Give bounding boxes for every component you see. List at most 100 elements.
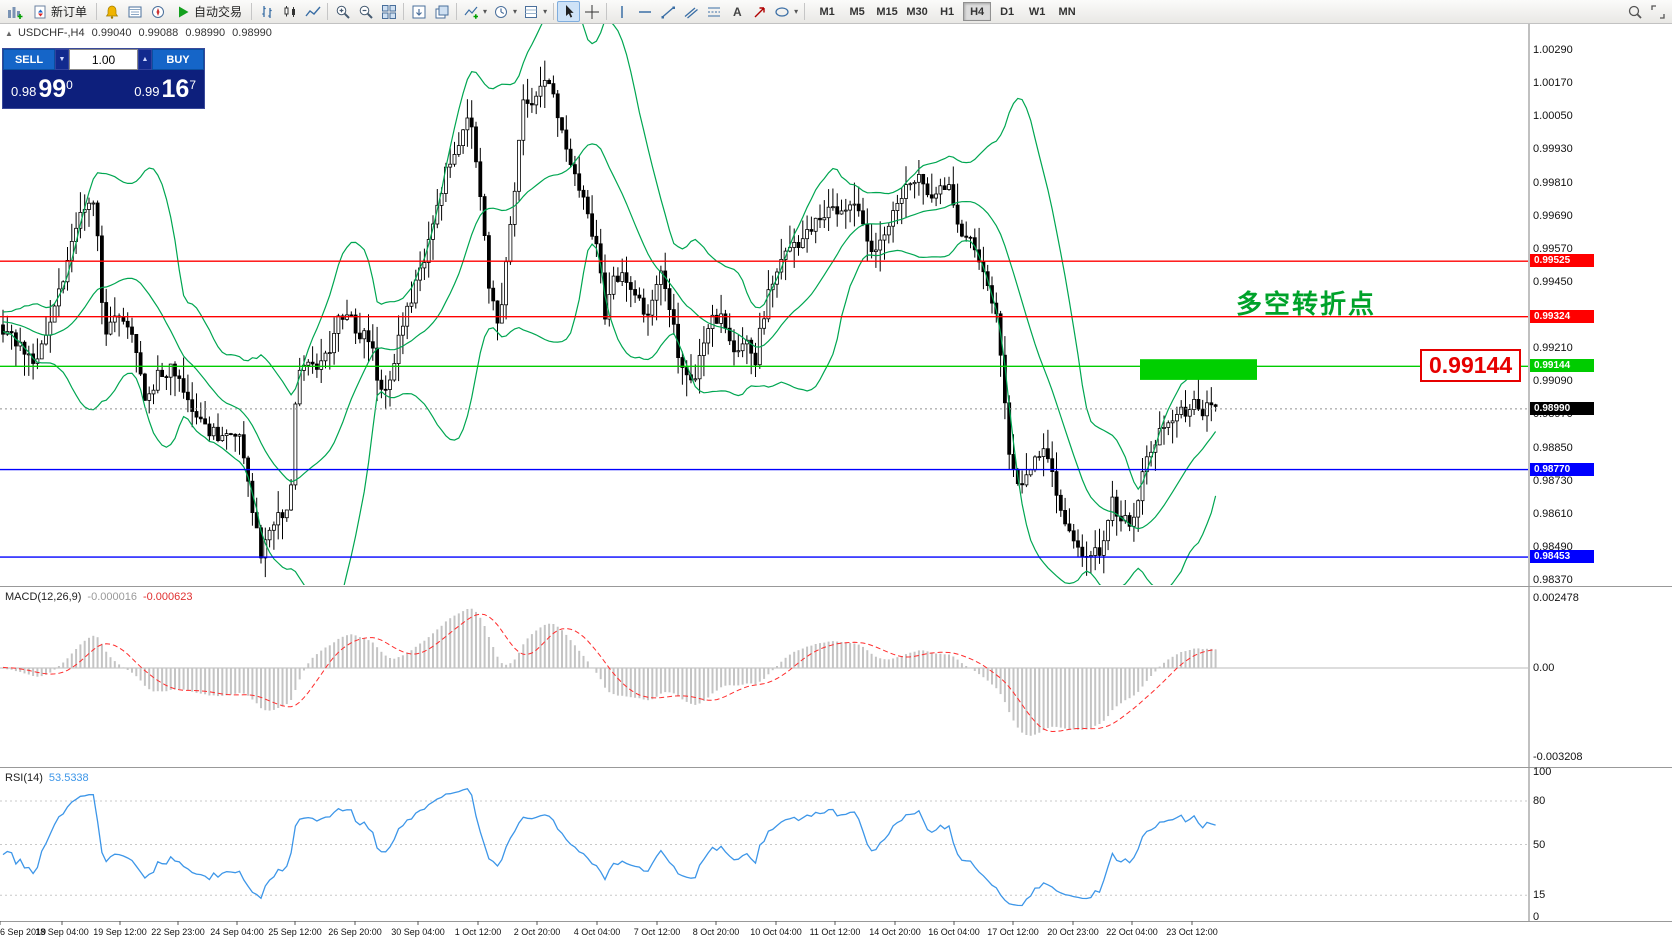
- new-order-button[interactable]: 新订单: [26, 1, 93, 22]
- timeframe-h4[interactable]: H4: [963, 2, 992, 21]
- crosshair-button[interactable]: [580, 1, 603, 22]
- trendline-icon: [661, 6, 675, 18]
- macd-main-value: -0.000016: [87, 591, 137, 603]
- fullscreen-icon: [1650, 4, 1665, 19]
- price-callout[interactable]: 0.99144: [1420, 349, 1522, 382]
- zoom-in-button[interactable]: [331, 1, 354, 22]
- search-icon: [1628, 5, 1642, 19]
- separator: [403, 3, 405, 20]
- timeframe-w1[interactable]: W1: [1028, 5, 1046, 18]
- separator: [804, 3, 806, 20]
- vline-tool-button[interactable]: [610, 1, 633, 22]
- tile-windows-button[interactable]: [377, 1, 400, 22]
- separator: [327, 3, 329, 20]
- autotrade-label: 自动交易: [194, 5, 243, 19]
- template-icon: [525, 5, 538, 18]
- ohlc-open: 0.99040: [91, 27, 132, 39]
- fibonacci-tool-button[interactable]: [702, 1, 725, 22]
- channel-icon: [684, 7, 698, 18]
- timeframe-mn[interactable]: MN: [1058, 5, 1076, 18]
- separator: [553, 3, 555, 20]
- timeframe-m30[interactable]: M30: [906, 5, 928, 18]
- chart-plus-icon: [7, 6, 22, 19]
- fullscreen-button[interactable]: [1646, 1, 1669, 22]
- rsi-label: RSI(14) 53.5338: [5, 772, 89, 784]
- alerts-button[interactable]: [100, 1, 123, 22]
- rsi-panel-layer[interactable]: [0, 788, 1528, 907]
- rsi-title: RSI(14): [5, 772, 43, 784]
- dropdown-caret: ▾: [543, 7, 548, 16]
- toolbar: 新订单 自动交易 ▾ ▾ ▾ A ▾ M1 M5: [0, 0, 1672, 24]
- hline-icon: [638, 10, 651, 13]
- arrow-tool-icon: [754, 6, 765, 17]
- dropdown-caret: ▾: [513, 7, 518, 16]
- arrange-windows-button[interactable]: [407, 1, 430, 22]
- autotrade-button[interactable]: 自动交易: [169, 1, 248, 22]
- text-tool-button[interactable]: A: [725, 1, 748, 22]
- crosshair-icon: [584, 4, 599, 19]
- one-click-trading-panel: SELL ▼ 1.00 ▲ BUY 0.98 99 0 0.99 16 7: [2, 48, 205, 109]
- dropdown-caret: ▾: [794, 7, 799, 16]
- expander-icon[interactable]: ▲: [5, 29, 13, 38]
- line-chart-button[interactable]: [301, 1, 324, 22]
- trendline-tool-button[interactable]: [656, 1, 679, 22]
- arrange-icon: [412, 5, 426, 18]
- ohlc-close: 0.98990: [232, 27, 272, 39]
- text-icon: A: [733, 5, 742, 19]
- timeframe-m15[interactable]: M15: [876, 5, 898, 18]
- macd-title: MACD(12,26,9): [5, 591, 82, 603]
- svg-text:A: A: [733, 5, 742, 19]
- dropdown-caret: ▾: [483, 7, 488, 16]
- ask-price[interactable]: 0.99 16 7: [134, 74, 196, 103]
- macd-panel-layer[interactable]: [0, 608, 1528, 736]
- symbol-ohlc-bar: ▲ USDCHF-,H4 0.99040 0.99088 0.98990 0.9…: [5, 27, 276, 39]
- separator: [606, 3, 608, 20]
- separator: [251, 3, 253, 20]
- macd-signal-value: -0.000623: [142, 591, 193, 603]
- rsi-line: [2, 788, 1216, 907]
- timeframe-m1[interactable]: M1: [819, 5, 835, 18]
- volume-input[interactable]: 1.00: [69, 49, 138, 70]
- candles-chart-button[interactable]: [278, 1, 301, 22]
- periods-button[interactable]: ▾: [490, 1, 520, 22]
- new-order-icon: [34, 5, 46, 18]
- new-chart-button[interactable]: [3, 1, 26, 22]
- cursor-button[interactable]: [557, 1, 581, 22]
- bid-price[interactable]: 0.98 99 0: [11, 74, 73, 103]
- bollinger-middle: [2, 143, 1217, 530]
- buy-button[interactable]: BUY: [152, 49, 204, 70]
- arrow-tool-button[interactable]: [748, 1, 771, 22]
- cascade-windows-button[interactable]: [430, 1, 453, 22]
- volume-decrease-button[interactable]: ▼: [55, 49, 69, 70]
- sell-button[interactable]: SELL: [3, 49, 55, 70]
- timeframe-d1[interactable]: D1: [1000, 5, 1015, 18]
- volume-increase-button[interactable]: ▲: [138, 49, 152, 70]
- cascade-icon: [435, 5, 449, 18]
- data-window-icon: [128, 6, 142, 17]
- bars-chart-button[interactable]: [255, 1, 278, 22]
- timeframe-m5[interactable]: M5: [849, 5, 865, 18]
- hline-tool-button[interactable]: [633, 1, 656, 22]
- channel-tool-button[interactable]: [679, 1, 702, 22]
- tile-windows-icon: [381, 4, 396, 19]
- cursor-icon: [565, 4, 574, 18]
- search-button[interactable]: [1623, 1, 1646, 22]
- highlight-rectangle[interactable]: [1140, 359, 1257, 380]
- data-window-button[interactable]: [123, 1, 146, 22]
- macd-signal-line: [2, 613, 1216, 733]
- price-panel-layer[interactable]: [0, 2, 1528, 606]
- zoom-out-button[interactable]: [354, 1, 377, 22]
- rsi-value: 53.5338: [48, 772, 89, 784]
- candles-icon: [284, 5, 295, 17]
- shapes-tool-button[interactable]: ▾: [771, 1, 801, 22]
- chart-annotation[interactable]: 多空转折点: [1236, 289, 1377, 319]
- navigator-button[interactable]: [146, 1, 169, 22]
- timeframe-h1[interactable]: H1: [940, 5, 955, 18]
- new-order-label: 新订单: [51, 5, 88, 19]
- indicators-button[interactable]: ▾: [460, 1, 490, 22]
- zoom-in-icon: [336, 5, 350, 19]
- line-chart-icon: [304, 6, 321, 16]
- templates-button[interactable]: ▾: [520, 1, 550, 22]
